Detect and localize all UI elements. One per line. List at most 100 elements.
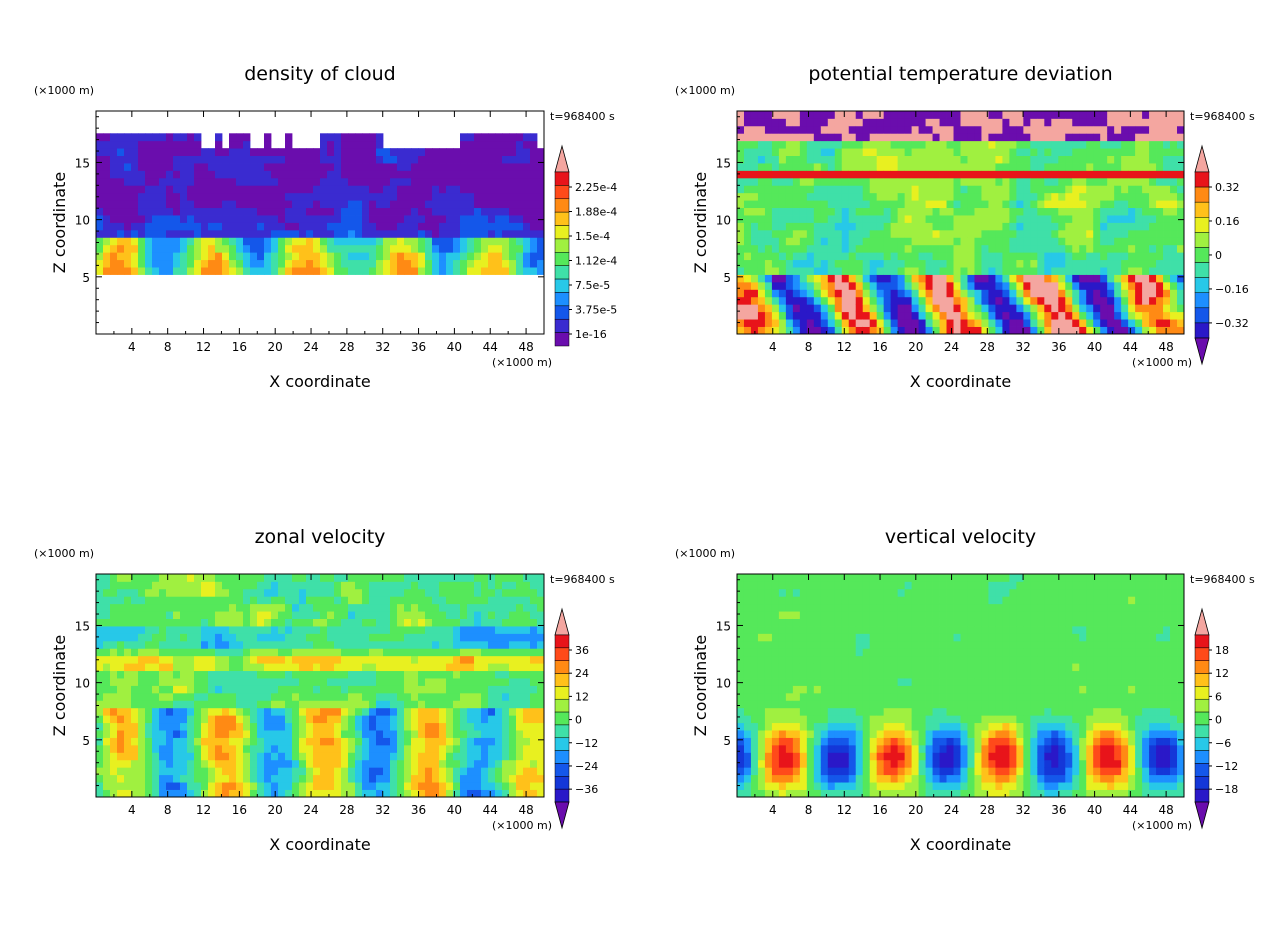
field-cell [1170, 222, 1178, 231]
field-cell [904, 200, 913, 209]
field-cell [467, 252, 475, 261]
field-cell [467, 596, 475, 605]
field-cell [467, 633, 475, 642]
field-cell [778, 267, 787, 275]
field-cell [432, 192, 440, 201]
field-cell [264, 707, 272, 716]
field-cell [834, 259, 843, 268]
field-cell [960, 177, 968, 186]
field-cell [418, 663, 426, 672]
field-cell [243, 252, 251, 261]
field-cell [1044, 304, 1052, 313]
field-cell [103, 170, 111, 179]
field-cell [785, 326, 794, 335]
field-cell [1044, 281, 1052, 290]
field-cell [390, 155, 398, 164]
field-cell [432, 244, 440, 253]
field-cell [229, 244, 237, 253]
field-cell [124, 633, 132, 642]
field-cell [897, 274, 906, 283]
field-cell [1037, 133, 1045, 142]
field-cell [222, 685, 230, 694]
field-cell [236, 670, 244, 679]
field-cell [383, 170, 391, 179]
field-cell [215, 759, 223, 768]
field-cell [194, 759, 202, 768]
field-cell [799, 296, 808, 305]
field-cell [1086, 177, 1094, 186]
field-cell [348, 618, 356, 627]
field-cell [792, 215, 801, 223]
field-cell [1086, 111, 1094, 119]
field-cell [1093, 163, 1101, 171]
field-cell [278, 670, 286, 679]
field-cell [187, 259, 195, 268]
field-cell [530, 244, 538, 253]
field-cell [103, 700, 111, 709]
field-cell [743, 185, 752, 194]
field-cell [334, 252, 342, 261]
field-cell [1093, 244, 1101, 253]
field-cell [988, 237, 996, 246]
field-cell [306, 618, 314, 627]
field-cell [201, 730, 209, 738]
field-cell [145, 611, 153, 619]
field-cell [117, 603, 125, 612]
colorbar-label: 1e-16 [575, 328, 607, 341]
field-cell [967, 118, 975, 127]
field-cell [932, 111, 940, 119]
field-cell [390, 200, 398, 209]
field-cell [306, 222, 314, 231]
field-cell [953, 148, 961, 156]
field-cell [264, 767, 272, 776]
field-cell [215, 715, 223, 724]
field-cell [981, 111, 989, 119]
field-cell [981, 200, 989, 209]
field-cell [222, 611, 230, 619]
field-cell [806, 118, 815, 127]
field-cell [376, 581, 384, 590]
field-cell [327, 663, 335, 672]
field-cell [341, 640, 349, 649]
field-cell [173, 752, 181, 761]
field-cell [862, 296, 871, 305]
field-cell [117, 670, 125, 679]
field-cell [925, 111, 933, 119]
field-cell [313, 252, 321, 261]
field-cell [124, 648, 132, 657]
field-cell [271, 678, 279, 686]
field-cell [946, 155, 954, 164]
field-cell [278, 581, 286, 590]
field-cell [138, 215, 146, 223]
field-cell [166, 707, 174, 716]
field-cell [341, 611, 349, 619]
field-cell [201, 626, 209, 634]
field-cell [131, 663, 139, 672]
field-cell [960, 281, 968, 290]
field-cell [194, 596, 202, 605]
field-cell [876, 163, 885, 171]
field-cell [348, 581, 356, 590]
field-cell [250, 685, 258, 694]
field-cell [509, 192, 517, 201]
field-cell [194, 618, 202, 627]
field-cell [1128, 296, 1136, 305]
field-cell [362, 692, 370, 701]
field-cell [1002, 185, 1010, 194]
field-cell [250, 603, 258, 612]
field-cell [355, 574, 363, 582]
field-cell [1044, 170, 1052, 179]
field-cell [981, 140, 989, 149]
field-cell [362, 133, 370, 142]
field-cell [960, 252, 968, 261]
field-cell [320, 185, 328, 194]
field-cell [1086, 118, 1094, 127]
field-cell [187, 670, 195, 679]
field-cell [1058, 304, 1066, 313]
field-cell [138, 163, 146, 171]
field-cell [145, 789, 153, 798]
field-cell [138, 685, 146, 694]
field-cell [1009, 311, 1017, 320]
field-cell [390, 222, 398, 231]
